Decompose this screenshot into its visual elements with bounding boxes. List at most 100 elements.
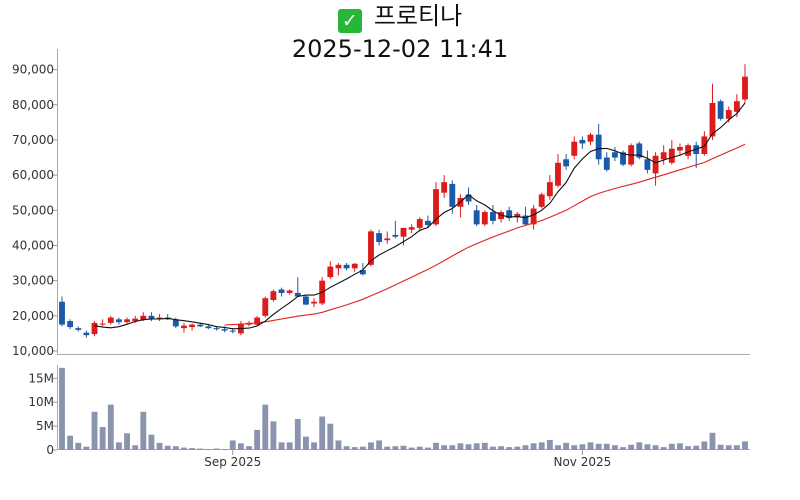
volume-bar [311, 442, 317, 450]
candle-body [368, 231, 374, 265]
candle-body [294, 292, 301, 297]
candle [660, 145, 667, 165]
candle-body [254, 317, 261, 325]
x-tick-label: Sep 2025 [204, 455, 261, 469]
ma-short-line [94, 102, 746, 330]
candle-body [490, 212, 496, 221]
candle [148, 312, 155, 322]
volume-bar [433, 442, 439, 450]
x-tick-label: Nov 2025 [553, 455, 611, 469]
candle-body [205, 326, 212, 329]
candle [742, 64, 748, 104]
y-tick-label: 30,000 [12, 274, 54, 288]
candle [351, 263, 358, 272]
candle-body [579, 139, 586, 144]
volume-bar [384, 446, 391, 450]
volume-bar [490, 446, 496, 450]
volume-series [59, 367, 748, 450]
candle [335, 263, 342, 276]
candle-body [530, 208, 537, 225]
volume-bar [693, 445, 700, 450]
volume-bar [685, 446, 692, 450]
candle-body [685, 145, 692, 156]
candle [83, 330, 90, 338]
volume-bar [172, 446, 179, 450]
volume-bar [59, 367, 65, 450]
volume-bar [473, 443, 480, 450]
candle-body [392, 234, 399, 237]
candle-body [197, 324, 204, 327]
volume-bar [148, 434, 155, 450]
candle-body [351, 263, 358, 269]
candle [107, 315, 114, 325]
candle-body [189, 324, 196, 328]
volume-bar [457, 443, 464, 450]
candle [408, 224, 415, 234]
candle-body [660, 152, 667, 160]
candle [595, 124, 602, 165]
volume-tick-label: 10M [28, 395, 54, 409]
candle [181, 322, 187, 333]
candle [709, 83, 716, 140]
candle-body [514, 213, 521, 218]
volume-bar [115, 442, 122, 450]
candle [498, 210, 504, 223]
volume-bar [717, 444, 724, 450]
volume-bar [416, 446, 423, 450]
candle [311, 298, 317, 308]
candle-body [148, 315, 155, 320]
volume-bar [164, 445, 171, 450]
candle-body [181, 325, 187, 329]
volume-bar [213, 448, 220, 450]
candle-body [278, 289, 285, 293]
candle [262, 296, 269, 318]
candle [327, 261, 334, 279]
volume-bar [733, 445, 740, 450]
candle-body [59, 301, 65, 325]
candle [603, 152, 610, 172]
y-tick-label: 20,000 [12, 309, 54, 323]
candle [579, 136, 586, 149]
candle-body [311, 301, 317, 304]
candle [156, 314, 163, 322]
candle-body [286, 290, 293, 293]
chart-title: ✓ 프로티나 [0, 0, 800, 34]
candle-body [733, 101, 740, 112]
volume-bar [636, 442, 643, 450]
candle [473, 205, 480, 227]
volume-bar [83, 446, 90, 450]
candle-body [172, 319, 179, 327]
candle-body [677, 146, 683, 151]
candle [124, 317, 130, 324]
volume-bar [351, 447, 358, 450]
candle [376, 229, 383, 246]
candle [416, 217, 423, 230]
candle [465, 187, 472, 206]
candle-body [124, 319, 130, 323]
chart-frame [57, 49, 750, 450]
volume-bar [335, 440, 342, 450]
candle [294, 277, 301, 297]
volume-bar [563, 442, 570, 450]
volume-bar [376, 440, 383, 450]
volume-bar [294, 418, 301, 450]
candle-body [441, 182, 448, 193]
candle [555, 154, 561, 188]
candle [303, 295, 309, 306]
volume-bar [498, 446, 504, 450]
candle-body [376, 233, 383, 242]
volume-bar [197, 448, 204, 450]
volume-bar [107, 404, 114, 450]
candle-body [611, 152, 618, 158]
volume-bar [221, 449, 228, 450]
volume-bar [595, 443, 602, 450]
volume-bar [441, 445, 448, 450]
volume-bar [205, 449, 212, 450]
candle-body [742, 76, 748, 100]
candle-body [408, 227, 415, 230]
volume-bar [652, 445, 659, 450]
candle [115, 317, 122, 325]
volume-bar [579, 444, 586, 450]
candle [91, 321, 98, 337]
candle-body [481, 212, 488, 225]
